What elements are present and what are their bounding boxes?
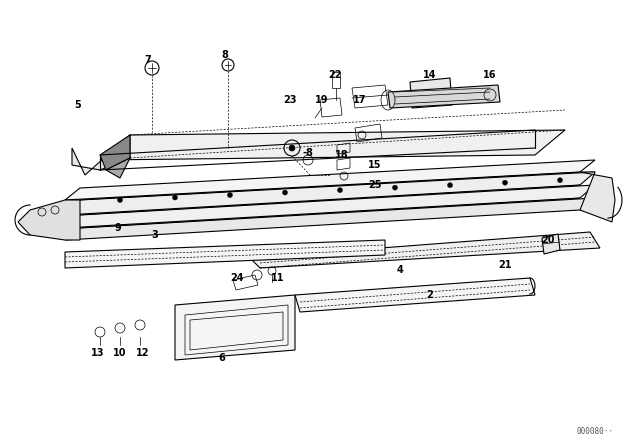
Polygon shape [100, 135, 130, 170]
Polygon shape [410, 78, 452, 108]
Circle shape [447, 183, 452, 188]
Circle shape [173, 195, 177, 200]
Text: -8: -8 [303, 148, 314, 158]
Circle shape [392, 185, 397, 190]
Text: 22: 22 [328, 70, 342, 80]
Polygon shape [388, 85, 500, 108]
Text: 17: 17 [353, 95, 367, 105]
Polygon shape [250, 232, 600, 268]
Text: 12: 12 [136, 348, 150, 358]
Circle shape [557, 178, 563, 183]
Text: 14: 14 [423, 70, 436, 80]
Polygon shape [18, 200, 80, 240]
Polygon shape [106, 158, 130, 178]
Polygon shape [100, 130, 565, 160]
Polygon shape [65, 172, 595, 215]
Text: 20: 20 [541, 235, 555, 245]
Circle shape [282, 190, 287, 195]
Text: 19: 19 [316, 95, 329, 105]
Polygon shape [65, 185, 595, 228]
Text: 2: 2 [427, 290, 433, 300]
Circle shape [227, 193, 232, 198]
Circle shape [118, 198, 122, 202]
Circle shape [337, 188, 342, 193]
Text: 24: 24 [230, 273, 244, 283]
Text: 16: 16 [483, 70, 497, 80]
Text: 000080··: 000080·· [577, 427, 614, 436]
Polygon shape [175, 295, 295, 360]
Text: 7: 7 [145, 55, 152, 65]
Text: 18: 18 [335, 150, 349, 160]
Text: 6: 6 [219, 353, 225, 363]
Text: 11: 11 [271, 273, 285, 283]
Text: 25: 25 [368, 180, 381, 190]
Polygon shape [72, 135, 130, 175]
Text: 8: 8 [221, 50, 228, 60]
Text: 5: 5 [75, 100, 81, 110]
Text: 4: 4 [397, 265, 403, 275]
Text: 13: 13 [92, 348, 105, 358]
Polygon shape [542, 234, 560, 254]
Text: 10: 10 [113, 348, 127, 358]
Polygon shape [580, 172, 615, 222]
Polygon shape [65, 160, 595, 200]
Polygon shape [65, 240, 385, 268]
Polygon shape [295, 278, 535, 312]
Circle shape [502, 180, 508, 185]
Text: 3: 3 [152, 230, 158, 240]
Polygon shape [65, 198, 595, 240]
Text: 9: 9 [115, 223, 122, 233]
Circle shape [289, 145, 295, 151]
Text: 21: 21 [499, 260, 512, 270]
Text: 23: 23 [284, 95, 297, 105]
Text: 15: 15 [368, 160, 381, 170]
